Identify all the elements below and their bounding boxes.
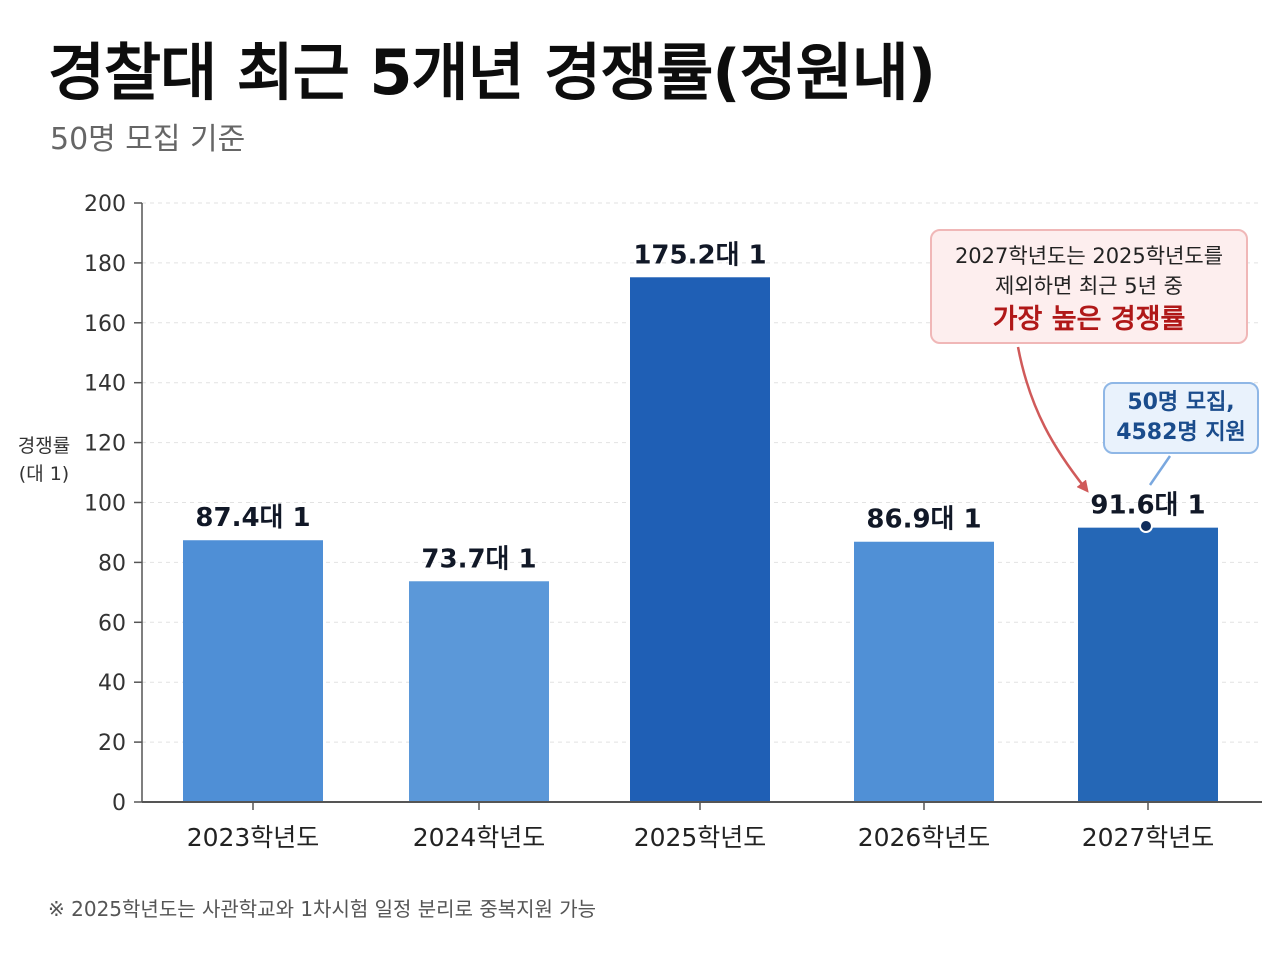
annotation-red-line2: 제외하면 최근 5년 중	[995, 274, 1183, 298]
annotation-callout-red: 2027학년도는 2025학년도를 제외하면 최근 5년 중 가장 높은 경쟁률	[930, 229, 1248, 344]
annotation-blue-line2: 4582명 지원	[1116, 420, 1246, 445]
y-axis-label-line2: (대 1)	[18, 463, 70, 485]
annotation-arrow	[1016, 346, 1089, 493]
axes: 0 20 40 60 80 100 120 140 160 180 200 2023학년도 2024학년…	[84, 192, 1262, 852]
chart-subtitle: 50명 모집 기준	[50, 122, 246, 157]
annotation-blue-line1: 50명 모집,	[1127, 390, 1235, 415]
bar	[630, 277, 770, 802]
x-tick-label: 2025학년도	[634, 823, 767, 852]
y-tick-label: 200	[84, 192, 126, 217]
bar	[1078, 527, 1218, 802]
y-tick-label: 20	[98, 731, 126, 756]
x-tick-label: 2026학년도	[858, 823, 991, 852]
data-label: 175.2대 1	[633, 240, 766, 270]
annotation-dot	[1139, 519, 1153, 533]
annotation-callout-blue: 50명 모집, 4582명 지원	[1103, 382, 1259, 454]
y-axis-label: 경쟁률 (대 1)	[10, 432, 78, 488]
y-tick-label: 120	[84, 432, 126, 457]
bar	[409, 581, 549, 802]
annotation-connector	[1148, 455, 1172, 486]
bar	[183, 540, 323, 802]
annotation-red-emphasis: 가장 높은 경쟁률	[992, 304, 1186, 335]
footnote: ※ 2025학년도는 사관학교와 1차시험 일정 분리로 중복지원 가능	[48, 897, 597, 921]
annotation-connectors	[1016, 346, 1172, 533]
data-label: 73.7대 1	[421, 544, 536, 574]
y-tick-label: 0	[112, 791, 126, 816]
y-tick-label: 80	[98, 551, 126, 576]
x-tick-label: 2024학년도	[413, 823, 546, 852]
y-tick-label: 140	[84, 372, 126, 397]
chart-title: 경찰대 최근 5개년 경쟁률(정원내)	[48, 36, 936, 109]
y-tick-label: 100	[84, 492, 126, 517]
data-label: 87.4대 1	[195, 503, 310, 533]
bar	[854, 541, 994, 802]
annotation-red-line1: 2027학년도는 2025학년도를	[954, 244, 1224, 268]
y-tick-label: 60	[98, 611, 126, 636]
x-tick-label: 2027학년도	[1082, 823, 1215, 852]
data-label: 86.9대 1	[866, 505, 981, 535]
y-tick-label: 40	[98, 671, 126, 696]
x-tick-label: 2023학년도	[187, 823, 320, 852]
y-tick-label: 160	[84, 312, 126, 337]
y-axis-label-line1: 경쟁률	[17, 435, 71, 457]
data-label: 91.6대 1	[1090, 491, 1205, 521]
y-tick-label: 180	[84, 252, 126, 277]
bars	[183, 277, 1218, 802]
data-labels: 87.4대 1 73.7대 1 175.2대 1 86.9대 1 91.6대 1	[195, 240, 1205, 574]
